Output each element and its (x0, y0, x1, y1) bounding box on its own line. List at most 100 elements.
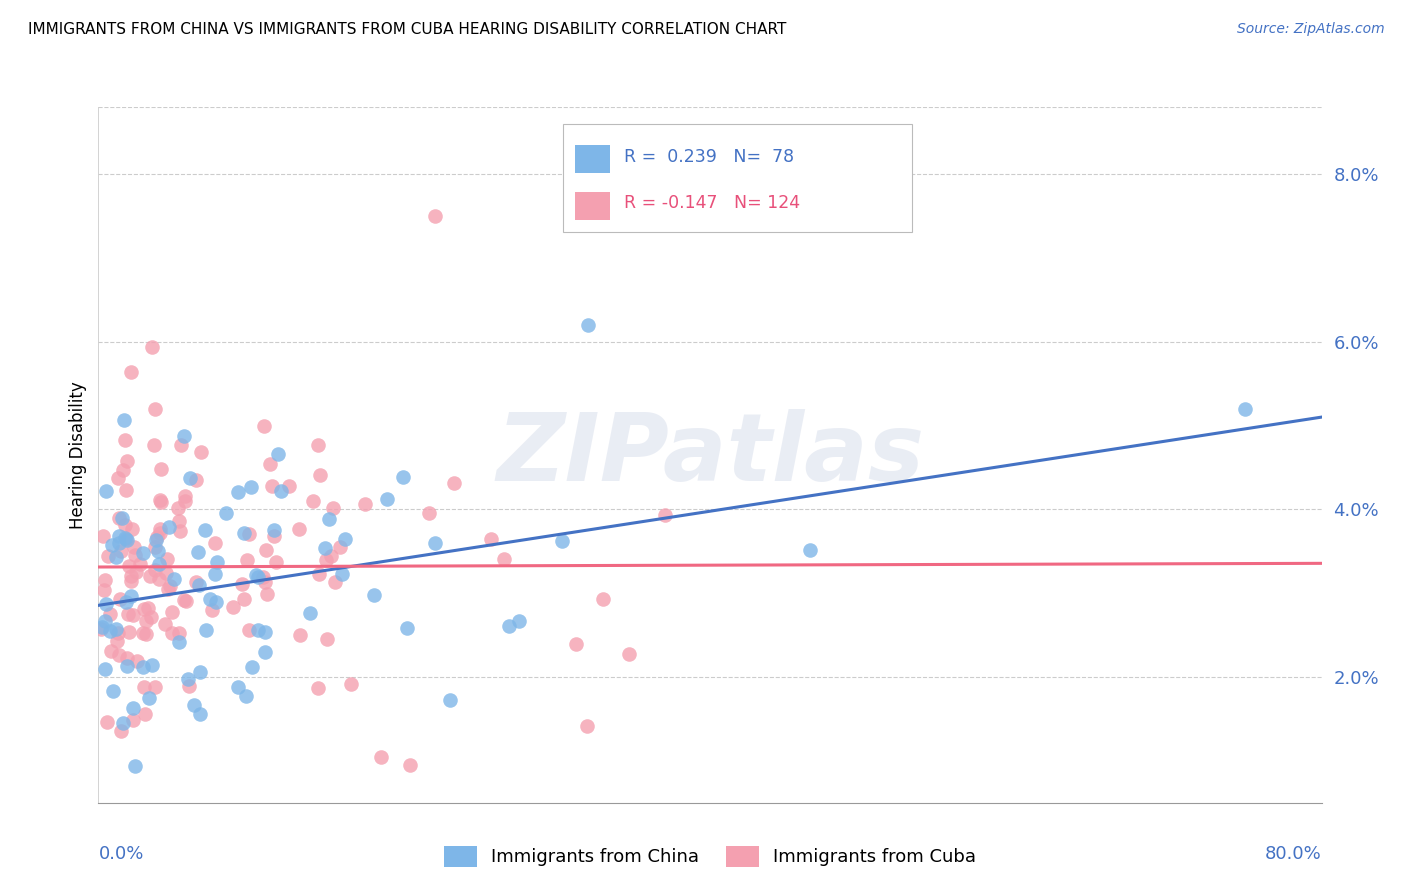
Point (115, 454, 138, 468)
Point (155, 566, 177, 581)
Point (308, 566, 330, 581)
Point (329, 541, 352, 555)
Point (253, 645, 276, 659)
Point (288, 522, 311, 536)
Point (226, 681, 249, 695)
Point (132, 680, 155, 694)
Point (576, 318, 599, 332)
Point (132, 626, 155, 640)
Point (799, 542, 821, 557)
Point (122, 700, 145, 714)
Point (307, 681, 329, 695)
Point (115, 533, 138, 547)
Point (492, 552, 515, 566)
Point (423, 536, 446, 550)
Point (121, 523, 143, 537)
Point (149, 525, 172, 540)
Point (187, 544, 209, 558)
Point (232, 525, 254, 540)
Text: ZIPatlas: ZIPatlas (496, 409, 924, 501)
Point (194, 624, 217, 638)
Point (222, 599, 245, 614)
Point (138, 601, 160, 615)
Point (105, 549, 128, 564)
Point (654, 508, 676, 523)
Point (204, 566, 226, 581)
Point (267, 447, 290, 461)
Point (363, 588, 385, 602)
Point (141, 340, 163, 354)
Point (120, 589, 142, 603)
Point (169, 524, 191, 538)
Point (122, 540, 145, 554)
Point (100, 644, 122, 658)
Point (114, 531, 136, 545)
Point (148, 558, 170, 572)
Point (173, 592, 195, 607)
Point (314, 541, 336, 555)
Point (259, 458, 281, 472)
Point (122, 713, 145, 727)
FancyBboxPatch shape (575, 192, 610, 219)
Point (316, 632, 339, 646)
Point (145, 530, 167, 544)
Point (395, 621, 418, 635)
Point (134, 706, 156, 721)
Point (215, 507, 238, 521)
Point (138, 690, 160, 705)
Point (107, 471, 129, 485)
Point (117, 559, 139, 574)
Point (143, 681, 166, 695)
Point (124, 548, 146, 562)
Point (264, 555, 287, 569)
Point (118, 625, 141, 640)
Point (149, 493, 172, 508)
Point (256, 587, 278, 601)
Point (233, 592, 256, 607)
Point (253, 624, 276, 639)
Point (107, 625, 129, 640)
Point (105, 634, 128, 648)
Point (157, 520, 180, 534)
Point (575, 719, 598, 733)
Point (319, 549, 342, 563)
Point (186, 574, 208, 589)
Point (94, 662, 117, 676)
Point (108, 648, 131, 663)
Point (160, 605, 183, 619)
Text: 80.0%: 80.0% (1265, 845, 1322, 863)
Point (149, 495, 172, 509)
Point (94, 484, 117, 499)
Point (117, 659, 139, 673)
Point (262, 479, 284, 493)
Point (399, 757, 422, 772)
Point (117, 607, 139, 621)
Point (124, 759, 146, 773)
Point (235, 689, 257, 703)
Point (188, 665, 211, 680)
Point (201, 603, 224, 617)
Point (173, 429, 195, 443)
FancyBboxPatch shape (575, 145, 610, 173)
Point (318, 512, 340, 526)
Point (263, 523, 285, 537)
Point (155, 616, 177, 631)
Point (307, 438, 329, 452)
Point (93, 583, 115, 598)
Point (332, 567, 354, 582)
Point (139, 569, 162, 583)
Y-axis label: Hearing Disability: Hearing Disability (69, 381, 87, 529)
Point (132, 660, 155, 674)
Point (125, 566, 148, 580)
Point (145, 541, 167, 555)
Point (111, 511, 134, 525)
Point (122, 608, 145, 623)
Point (173, 489, 195, 503)
Point (270, 483, 292, 498)
Point (143, 401, 166, 416)
Point (252, 570, 274, 584)
Point (240, 660, 263, 674)
Point (1234, 401, 1257, 416)
Point (173, 494, 195, 508)
Point (120, 574, 142, 588)
